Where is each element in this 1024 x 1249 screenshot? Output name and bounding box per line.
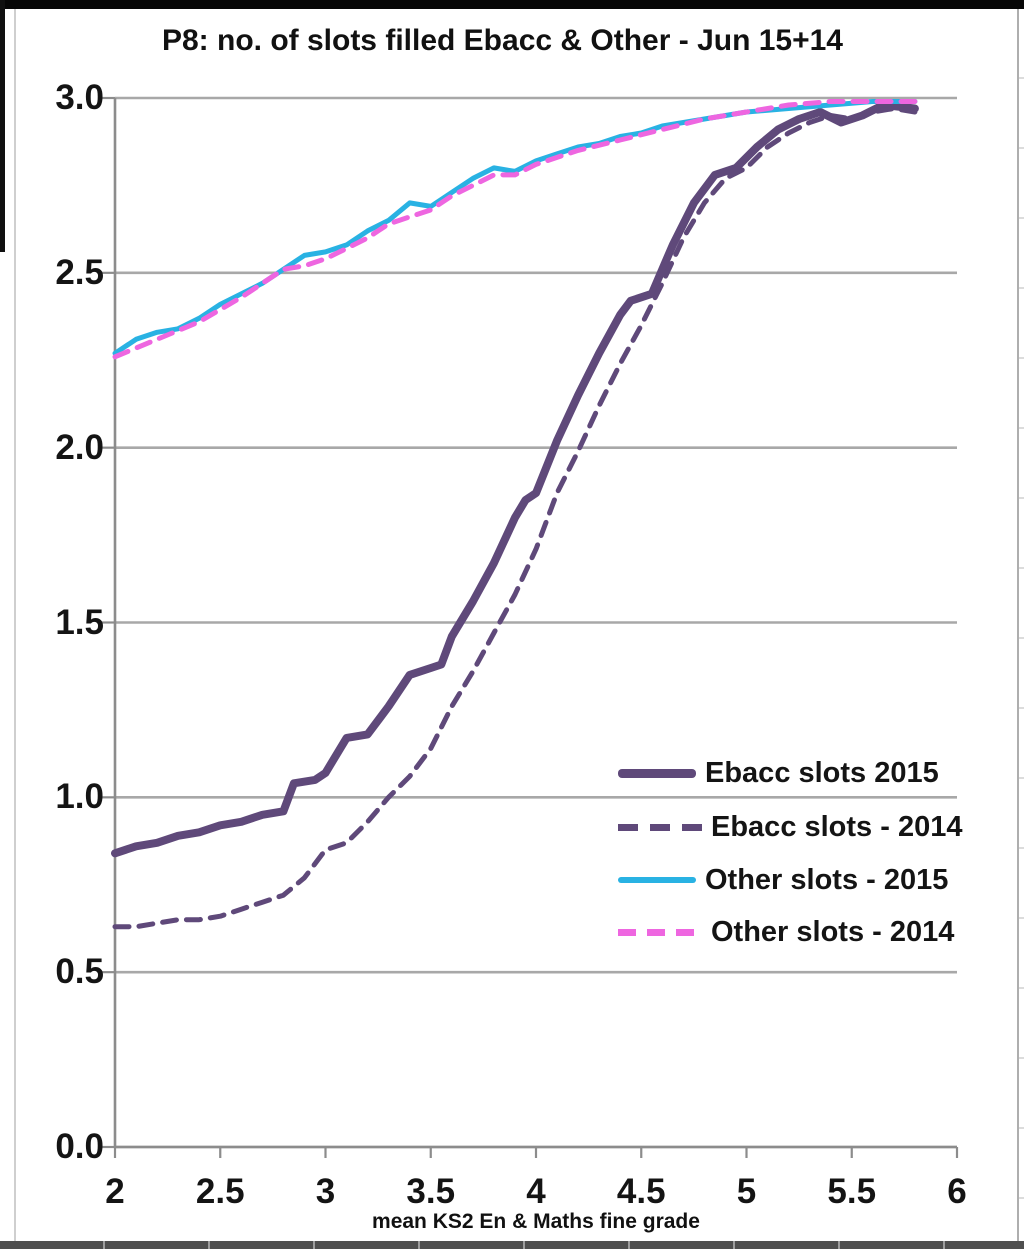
y-tick-label: 1.0 [55, 777, 104, 817]
series-line-3 [112, 99, 918, 360]
y-tick-label: 3.0 [55, 78, 104, 117]
series-line-2 [112, 99, 918, 356]
x-axis-title: mean KS2 En & Maths fine grade [372, 1210, 700, 1233]
sheet-right-gridline [1017, 9, 1019, 1241]
x-tick-label: 3 [315, 1172, 336, 1211]
window-left-border [0, 0, 5, 252]
legend-item-ebacc-2014: Ebacc slots - 2014 [618, 806, 962, 848]
x-tick-label: 4 [526, 1172, 546, 1211]
series-line-1 [112, 106, 918, 930]
window-top-border [0, 0, 1024, 9]
legend-label: Other slots - 2015 [705, 863, 949, 896]
x-tick-label: 4.5 [616, 1172, 666, 1211]
x-tick-label: 3.5 [406, 1172, 456, 1211]
sheet-left-gridline [14, 9, 16, 1241]
x-tick-label: 2.5 [195, 1172, 245, 1211]
legend-item-other-2014: Other slots - 2014 [618, 911, 954, 953]
x-tick-label: 5.5 [827, 1172, 877, 1211]
y-tick-label: 0.5 [55, 952, 104, 992]
x-tick-label: 2 [105, 1172, 125, 1211]
sheet-row-ticks [1019, 9, 1024, 1241]
y-tick-label: 0.0 [55, 1127, 104, 1166]
legend-swatch-solid-purple-icon [618, 768, 696, 778]
legend-label: Ebacc slots - 2014 [711, 810, 963, 843]
x-tick-label: 6 [947, 1172, 967, 1211]
y-tick-label: 1.5 [55, 602, 104, 642]
chart-title: P8: no. of slots filled Ebacc & Other - … [161, 24, 843, 57]
legend-item-ebacc-2015: Ebacc slots 2015 [618, 752, 939, 794]
y-tick-label: 2.5 [55, 252, 104, 292]
legend-swatch-solid-cyan-icon [618, 877, 696, 883]
legend-swatch-dashed-magenta-icon [618, 928, 702, 936]
legend-label: Ebacc slots 2015 [705, 756, 939, 789]
series-line-0 [111, 101, 919, 858]
y-tick-label: 2.0 [55, 427, 104, 467]
x-tick-label: 5 [736, 1172, 757, 1211]
legend-swatch-dashed-purple-icon [618, 823, 702, 831]
sheet-bottom-row-cells [0, 1241, 1024, 1249]
legend-label: Other slots - 2014 [711, 915, 955, 948]
legend-item-other-2015: Other slots - 2015 [618, 859, 948, 901]
